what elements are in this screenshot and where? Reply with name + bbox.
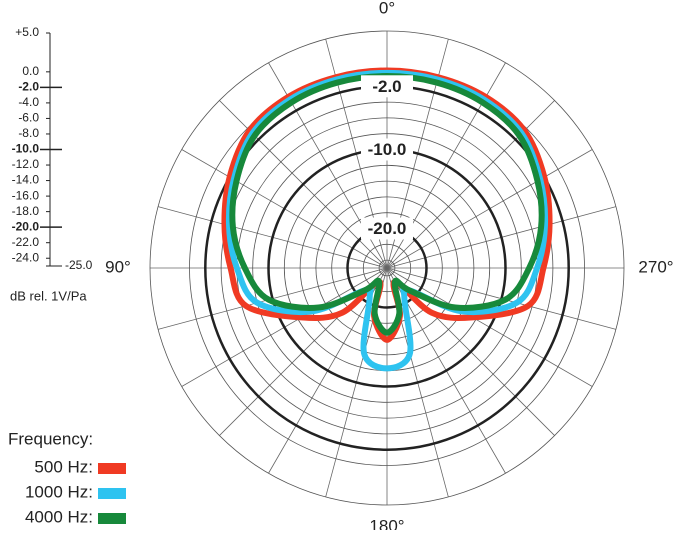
legend-title: Frequency:	[8, 429, 93, 448]
legend-label: 500 Hz:	[34, 457, 93, 476]
scale-tick-label: 0.0	[22, 64, 39, 78]
scale-tick-label: +5.0	[15, 25, 39, 39]
ring-label: -2.0	[372, 77, 401, 96]
series-line	[229, 73, 545, 336]
legend-swatch	[98, 463, 126, 474]
legend-label: 4000 Hz:	[25, 507, 93, 526]
ring	[220, 101, 554, 435]
ring	[362, 243, 412, 293]
scale-tick-label: -20.0	[12, 219, 40, 233]
angle-label: 180°	[369, 516, 404, 530]
ring-label: -20.0	[368, 219, 407, 238]
axis-label: dB rel. 1V/Pa	[10, 288, 87, 303]
ring-label-bg	[361, 138, 413, 161]
legend-swatch	[98, 513, 126, 524]
scale-tick-label: -12.0	[12, 157, 40, 171]
scale-tick-label: -4.0	[18, 95, 39, 109]
legend-swatch	[98, 488, 126, 499]
ring-label: -10.0	[368, 140, 407, 159]
ring	[252, 133, 522, 403]
ring-label-bg	[361, 217, 413, 240]
scale-tick-label: -25.0	[65, 258, 93, 272]
angle-label: 270°	[638, 257, 673, 276]
scale-tick-label: -24.0	[12, 250, 40, 264]
series-line	[225, 69, 549, 372]
scale-tick-label: -10.0	[12, 142, 40, 156]
scale-tick-label: -22.0	[12, 235, 40, 249]
scale-tick-label: -14.0	[12, 173, 40, 187]
scale-tick-label: -6.0	[18, 111, 39, 125]
ring	[299, 180, 475, 356]
scale-tick-label: -16.0	[12, 188, 40, 202]
scale-tick-label: -8.0	[18, 126, 39, 140]
legend-label: 1000 Hz:	[25, 482, 93, 501]
ring	[331, 212, 443, 324]
ring-label-bg	[361, 75, 413, 98]
angle-label: 90°	[105, 257, 131, 276]
scale-tick-label: -18.0	[12, 204, 40, 218]
ring	[149, 30, 625, 506]
ring	[378, 259, 396, 277]
series-line	[221, 67, 553, 343]
scale-tick-label: -2.0	[18, 80, 39, 94]
angle-label: 0°	[379, 0, 395, 17]
